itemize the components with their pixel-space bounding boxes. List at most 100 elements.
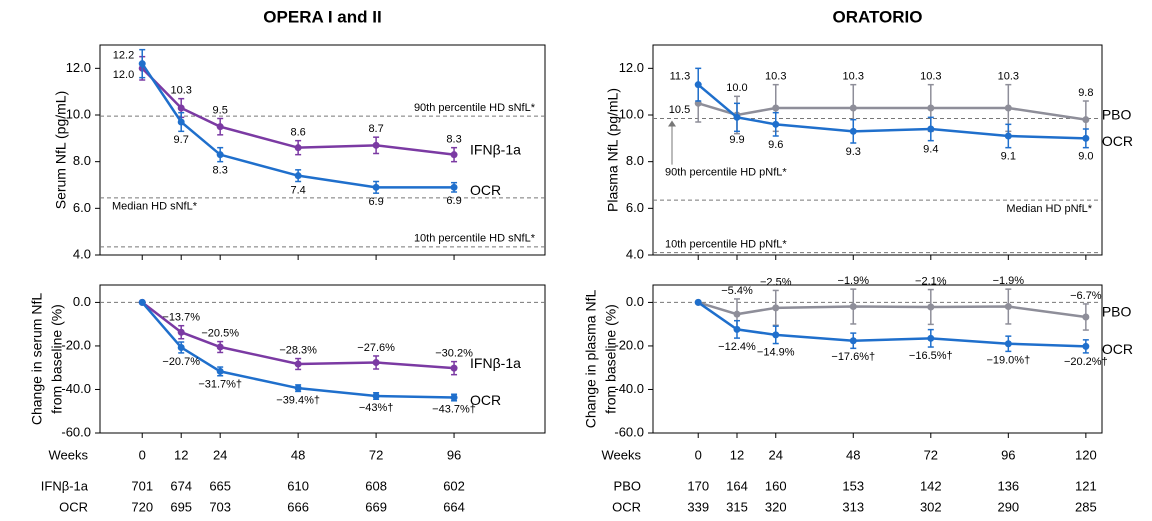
- data-point: [294, 144, 302, 152]
- data-point: [1004, 132, 1012, 140]
- data-point: [1004, 303, 1012, 311]
- series-line: [141, 67, 455, 156]
- value-label: 9.0: [1078, 151, 1093, 163]
- x-tick-label: 96: [1001, 447, 1015, 462]
- y-tick-label: 10.0: [619, 106, 644, 121]
- risk-count: 315: [726, 499, 748, 514]
- risk-count: 142: [920, 478, 942, 493]
- risk-count: 320: [765, 499, 787, 514]
- data-point: [927, 125, 935, 133]
- risk-row-label: OCR: [59, 499, 88, 514]
- value-label: 9.7: [174, 134, 189, 146]
- data-point: [772, 104, 780, 112]
- risk-count: 170: [687, 478, 709, 493]
- risk-count: 164: [726, 478, 748, 493]
- data-point: [372, 392, 380, 400]
- data-point: [216, 367, 224, 375]
- value-label: 6.9: [368, 196, 383, 208]
- risk-row-label: PBO: [614, 478, 641, 493]
- risk-count: 602: [443, 478, 465, 493]
- value-label: 10.3: [843, 71, 864, 83]
- data-point: [450, 151, 458, 159]
- value-label: −43%†: [359, 402, 394, 414]
- y-tick-label: 4.0: [73, 246, 91, 261]
- value-label: −5.4%: [721, 285, 753, 297]
- risk-row-label: OCR: [612, 499, 641, 514]
- risk-count: 664: [443, 499, 465, 514]
- y-tick-label: 8.0: [73, 153, 91, 168]
- value-label: −20.7%: [162, 356, 200, 368]
- data-point: [849, 127, 857, 135]
- data-point: [138, 298, 146, 306]
- risk-count: 703: [209, 499, 231, 514]
- plot-frame: [99, 284, 546, 434]
- value-label: 10.3: [998, 71, 1019, 83]
- data-point: [733, 310, 741, 318]
- series-label: OCR: [470, 392, 501, 408]
- y-tick-label: -40.0: [61, 381, 91, 396]
- y-tick-label: 0.0: [626, 294, 644, 309]
- y-tick-label: 12.0: [66, 60, 91, 75]
- series-label: OCR: [1102, 341, 1133, 357]
- y-tick-label: -40.0: [614, 381, 644, 396]
- value-label: −6.7%: [1070, 290, 1102, 302]
- x-tick-label: 24: [769, 447, 783, 462]
- value-label: 9.5: [213, 104, 228, 116]
- series-label: IFNβ-1a: [470, 355, 521, 371]
- value-label: 10.5: [669, 104, 690, 116]
- value-label: 8.3: [213, 165, 228, 177]
- reference-arrow-head: [668, 120, 676, 127]
- value-label: −20.2%†: [1064, 356, 1108, 368]
- value-label: 8.6: [290, 127, 305, 139]
- value-label: 7.4: [290, 184, 305, 196]
- risk-count: 153: [842, 478, 864, 493]
- series-label: PBO: [1102, 106, 1132, 122]
- value-label: −12.4%: [718, 341, 756, 353]
- data-point: [1082, 313, 1090, 321]
- series-label: OCR: [1102, 133, 1133, 149]
- risk-count: 302: [920, 499, 942, 514]
- x-tick-label: 12: [174, 447, 188, 462]
- data-point: [372, 183, 380, 191]
- value-label: 11.3: [670, 71, 691, 83]
- reference-label: Median HD pNfL*: [1006, 203, 1092, 215]
- y-axis-label: Plasma NfL (pg/mL): [605, 88, 621, 212]
- value-label: 10.3: [170, 85, 191, 97]
- y-tick-label: 10.0: [66, 106, 91, 121]
- series-line: [697, 102, 1087, 121]
- risk-count: 160: [765, 478, 787, 493]
- chart-title: ORATORIO: [832, 7, 922, 26]
- value-label: 8.3: [446, 134, 461, 146]
- data-point: [927, 104, 935, 112]
- y-tick-label: 8.0: [626, 153, 644, 168]
- data-point: [849, 337, 857, 345]
- value-label: 9.6: [768, 139, 783, 151]
- value-label: −30.2%: [435, 348, 473, 360]
- value-label: −27.6%: [357, 342, 395, 354]
- reference-label: Median HD sNfL*: [112, 201, 198, 213]
- x-tick-label: 96: [447, 447, 461, 462]
- data-point: [372, 358, 380, 366]
- value-label: 12.2: [113, 50, 134, 62]
- risk-row-label: IFNβ-1a: [41, 478, 89, 493]
- risk-count: 339: [687, 499, 709, 514]
- risk-count: 674: [170, 478, 192, 493]
- risk-count: 669: [365, 499, 387, 514]
- value-label: −1.9%: [993, 275, 1025, 287]
- y-tick-label: 4.0: [626, 246, 644, 261]
- reference-label: 10th percentile HD sNfL*: [414, 233, 536, 245]
- value-label: 10.0: [726, 82, 747, 94]
- data-point: [1082, 342, 1090, 350]
- risk-count: 701: [131, 478, 153, 493]
- data-point: [849, 104, 857, 112]
- value-label: −16.5%†: [909, 350, 953, 362]
- value-label: 12.0: [113, 69, 134, 81]
- data-point: [138, 60, 146, 68]
- value-label: −13.7%: [162, 312, 200, 324]
- risk-count: 665: [209, 478, 231, 493]
- y-tick-label: 0.0: [73, 294, 91, 309]
- value-label: −17.6%†: [831, 351, 875, 363]
- x-axis-label: Weeks: [49, 447, 89, 462]
- value-label: −39.4%†: [276, 394, 320, 406]
